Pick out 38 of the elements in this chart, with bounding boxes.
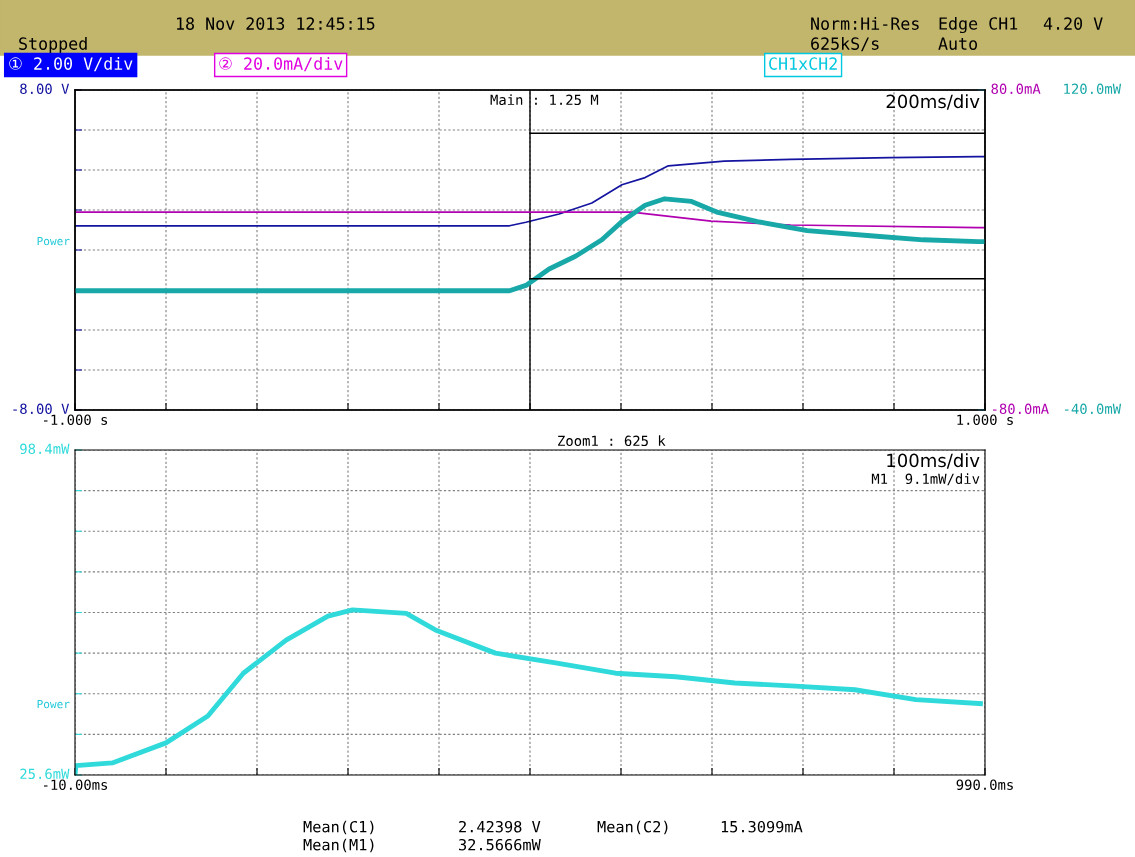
annotation: M1 9.1mW/div <box>871 473 980 486</box>
y-tick-label: -8.00 V <box>13 403 70 415</box>
annotation: 100ms/div <box>887 453 980 469</box>
annotation: 200ms/div <box>886 94 980 110</box>
y-tick-label: 8.00 V <box>20 83 70 95</box>
x-tick-label: -10.00ms <box>43 779 108 790</box>
annotation: Main : 1.25 M <box>490 94 599 106</box>
text: Auto <box>938 37 978 50</box>
y3-tick-label: 120.0mW <box>1064 83 1122 95</box>
text: ② 20.0mA/div <box>219 56 343 72</box>
text: Mean(C1) <box>303 820 374 835</box>
text: 32.5666mW <box>459 838 541 851</box>
y-tick-label: 25.6mW <box>20 768 70 780</box>
x-tick-label: -1.000 s <box>43 414 108 425</box>
y-tick-label: 98.4mW <box>20 443 70 455</box>
y2-tick-label: -80.0mA <box>992 403 1049 415</box>
text: 18 Nov 2013 12:45:15 <box>177 17 375 30</box>
text: Power <box>37 236 70 246</box>
y3-tick-label: -40.0mW <box>1064 403 1122 415</box>
text: Zoom1 : 625 k <box>558 435 666 447</box>
y2-tick-label: 80.0mA <box>991 83 1041 95</box>
text: Edge CH1 <box>939 16 1018 34</box>
x-tick-label: 1.000 s <box>957 414 1013 425</box>
x-tick-label: 990.0ms <box>956 779 1013 790</box>
line-series <box>75 211 985 229</box>
text: 4.20 V <box>1043 17 1103 30</box>
text: Power <box>37 699 70 709</box>
text: CH1xCH2 <box>769 57 837 70</box>
text: Mean(C2) <box>597 820 668 835</box>
text: Stopped <box>19 36 87 54</box>
text: Norm:Hi-Res <box>811 16 919 30</box>
text: ① 2.00 V/div <box>9 56 133 72</box>
text: Mean(M1) <box>303 838 374 853</box>
text: 625kS/s <box>811 36 879 52</box>
text: 2.42398 V <box>459 820 541 833</box>
text: 15.3099mA <box>721 820 803 833</box>
line-series <box>75 196 985 294</box>
line-series <box>75 155 985 227</box>
